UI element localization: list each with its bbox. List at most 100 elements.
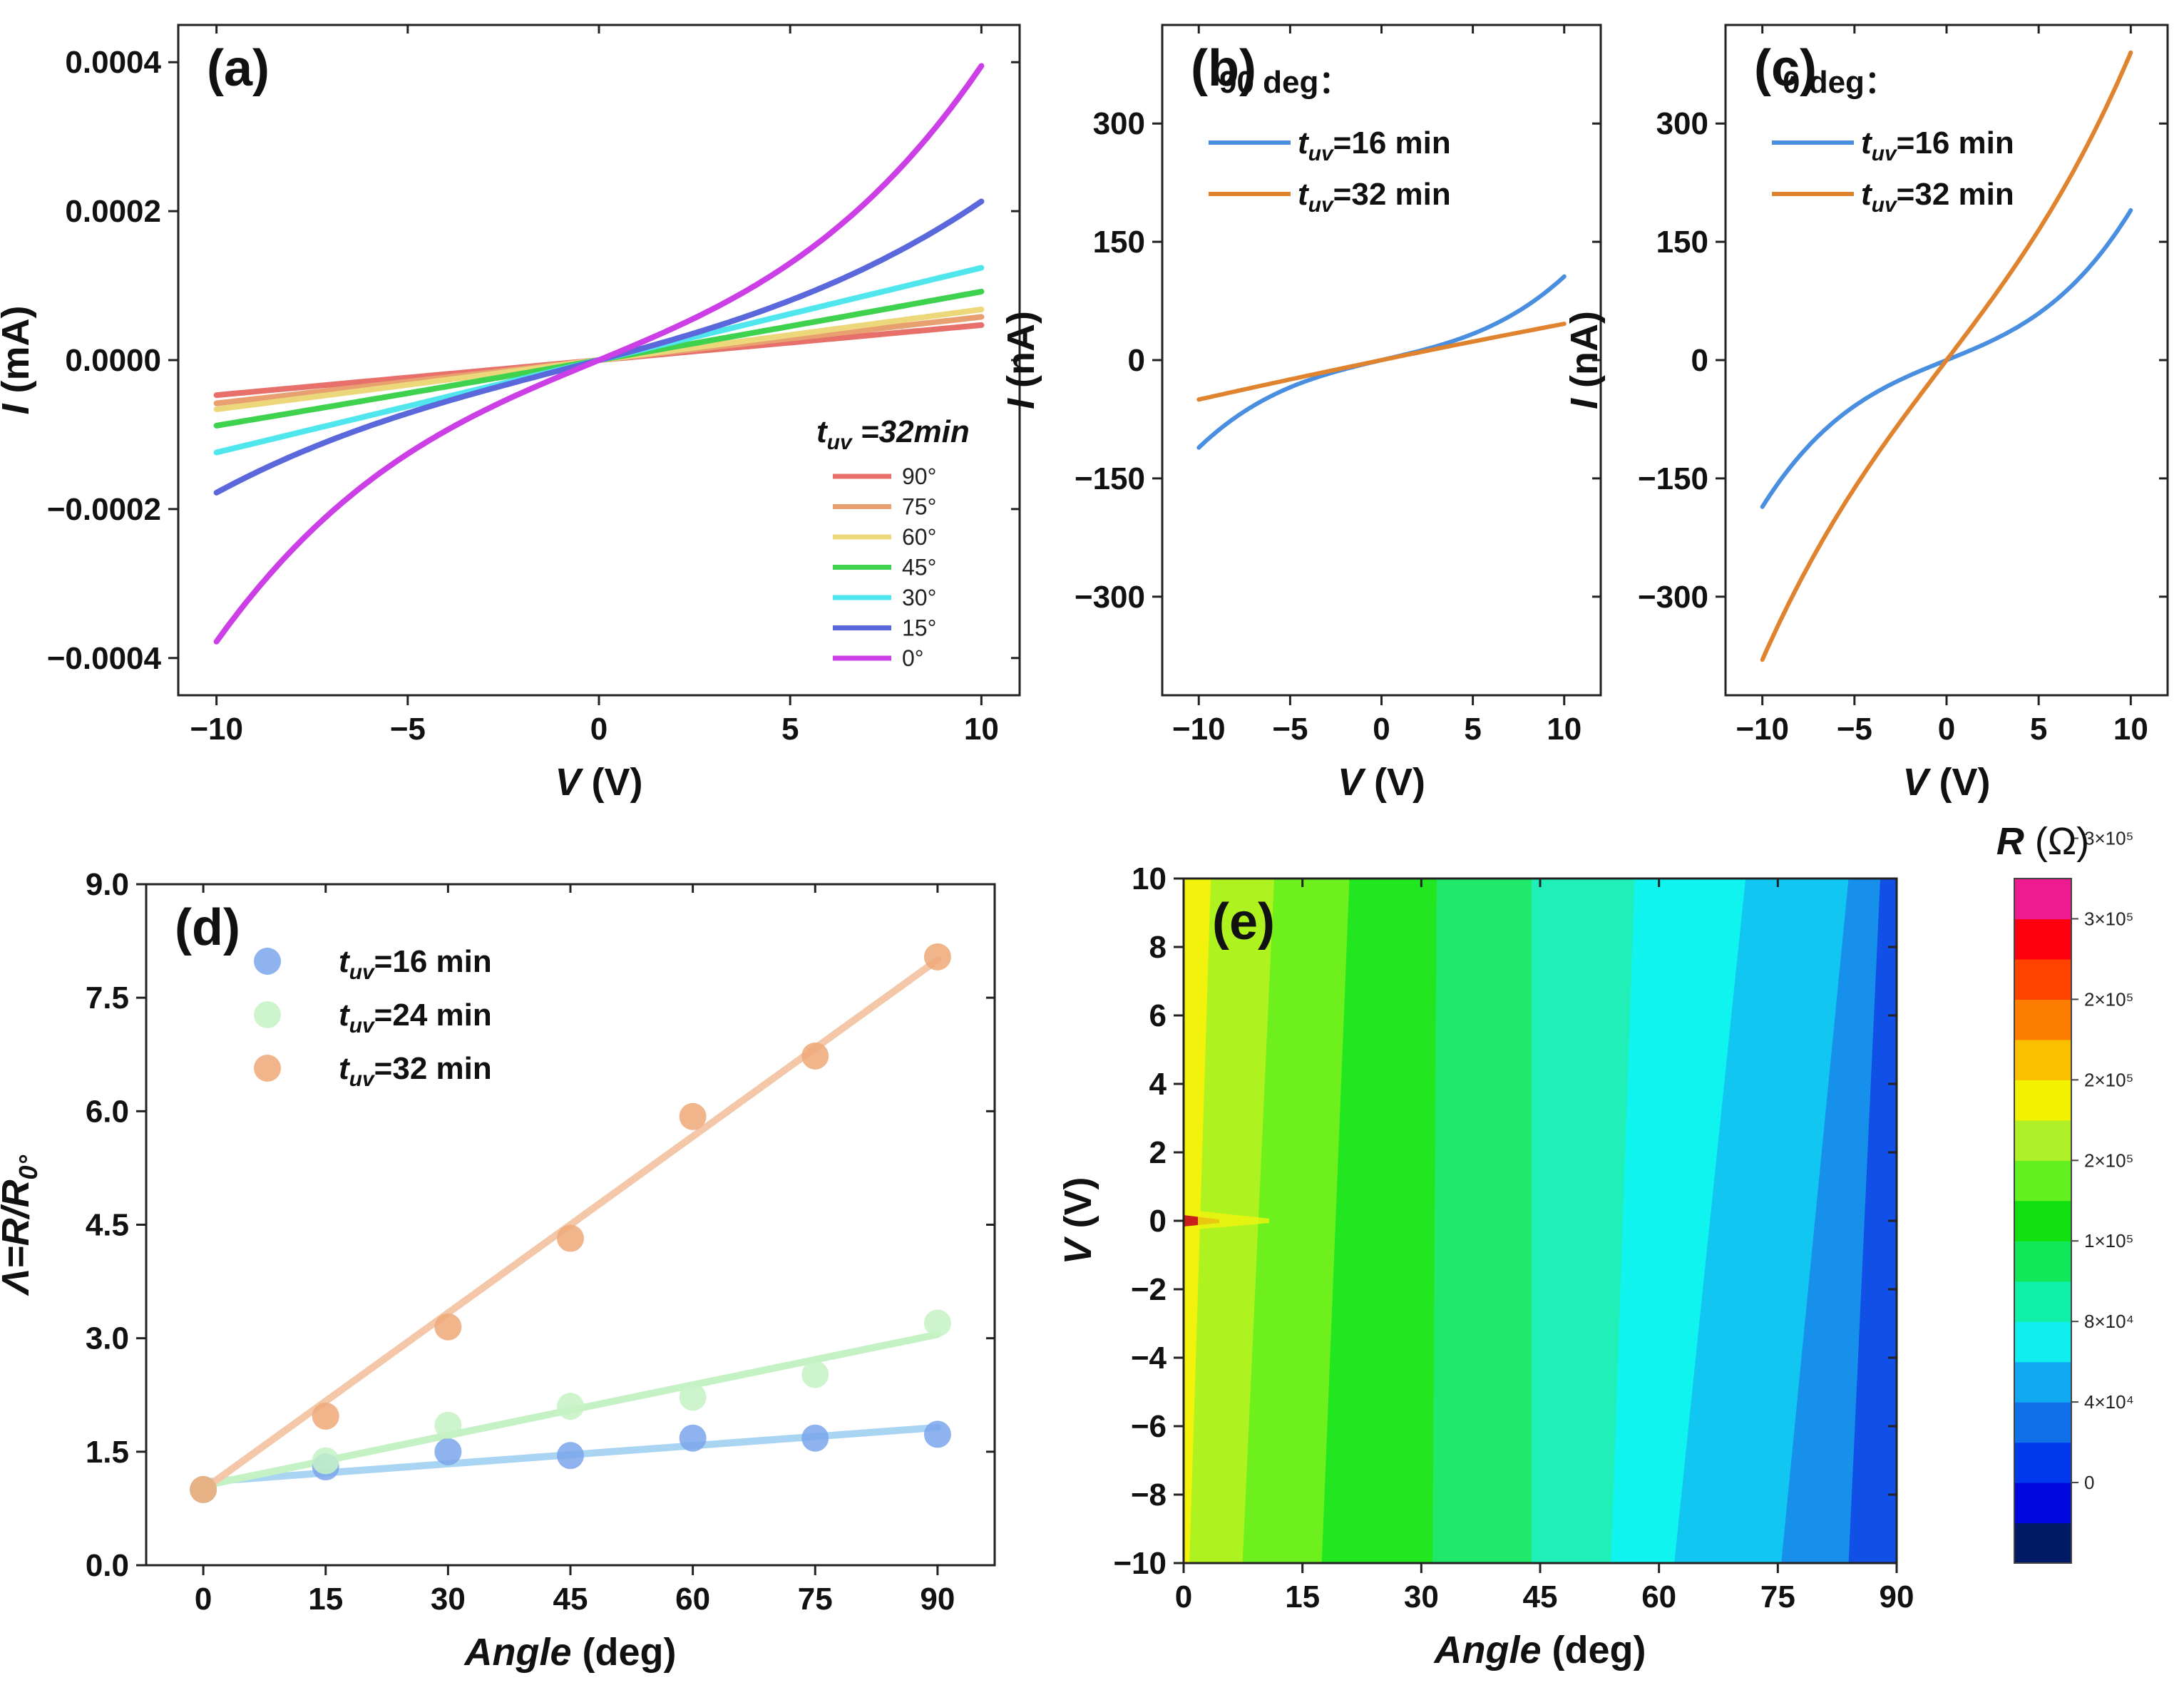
x-tick-label: 10 [2113, 712, 2148, 747]
colorbar-segment [2014, 1120, 2071, 1161]
heatmap-band [1432, 1220, 1533, 1564]
legend-item-label: tuv=32 min [1298, 177, 1451, 217]
colorbar: 0 4×10⁴ 8×10⁴ 1×10⁵ 2×10⁵ 2×10⁵ 2×10⁵ 3×10⁵ 3×10… [1996, 820, 2134, 1564]
x-tick-label: 90 [920, 1582, 955, 1617]
data-point[interactable] [557, 1442, 584, 1470]
x-tick-label: −5 [1272, 712, 1308, 747]
x-axis-label-unit: (deg) [1542, 1629, 1646, 1671]
data-point[interactable] [190, 1475, 217, 1503]
y-tick-label: 150 [1656, 225, 1708, 260]
data-point[interactable] [801, 1361, 829, 1388]
y-axis-label-var: I [1000, 398, 1042, 409]
legend-item-label: 60° [902, 524, 936, 550]
legend-item-rest: =32 min [374, 1051, 492, 1086]
legend-item-sub: uv [1872, 142, 1898, 165]
y-tick-label: −8 [1131, 1478, 1167, 1512]
data-point[interactable] [312, 1402, 339, 1430]
x-tick-label: 5 [781, 712, 799, 747]
y-tick-label: −300 [1638, 580, 1708, 615]
x-axis-label: V (V) [1902, 761, 1990, 804]
y-axis-label: V (V) [1057, 1177, 1099, 1264]
legend-item-label: 0° [902, 645, 924, 671]
data-point[interactable] [679, 1424, 707, 1452]
legend-marker [254, 1055, 281, 1082]
legend-item-sub: uv [349, 961, 376, 984]
x-tick-label: 10 [964, 712, 999, 747]
data-point[interactable] [923, 1420, 951, 1448]
y-tick-label: 6 [1149, 998, 1167, 1033]
colorbar-segment [2014, 999, 2071, 1040]
y-tick-label: 0 [1691, 343, 1708, 378]
legend-item-label: tuv=16 min [1861, 126, 2014, 165]
data-point[interactable] [923, 1309, 951, 1337]
y-axis-label-unit: (nA) [1000, 311, 1042, 399]
colorbar-segment [2014, 958, 2071, 1000]
legend-item-label: 75° [902, 494, 936, 520]
legend-item-label: 45° [902, 555, 936, 580]
y-tick-label: 7.5 [86, 980, 129, 1015]
colorbar-title: R (Ω) [1996, 820, 2089, 863]
legend-item-t: t [1298, 177, 1310, 212]
legend-a: tuv =32min 90° 75° 60° 45° 30° 15° 0° [816, 414, 970, 671]
y-axis-label-sub: 0° [14, 1154, 43, 1179]
colorbar-segment [2014, 1160, 2071, 1202]
data-point[interactable] [801, 1424, 829, 1452]
legend-item-t: t [1861, 126, 1873, 160]
series-line[interactable] [213, 63, 985, 645]
colorbar-tick-label: 0 [2084, 1472, 2094, 1493]
data-point[interactable] [679, 1102, 707, 1130]
y-tick-label: 0.0000 [65, 343, 161, 378]
panel-label: (a) [207, 40, 270, 97]
series-line[interactable] [1196, 322, 1567, 402]
y-axis-label: Λ=R/R0° [0, 1154, 43, 1296]
heatmap-band [1435, 878, 1533, 1222]
y-tick-label: −0.0004 [47, 641, 162, 676]
data-point[interactable] [679, 1383, 707, 1411]
colorbar-tick-label: 8×10⁴ [2084, 1311, 2134, 1332]
x-tick-label: 60 [1641, 1579, 1676, 1614]
legend-item-label: tuv=16 min [339, 944, 492, 984]
colorbar-segment [2014, 1200, 2071, 1241]
data-point[interactable] [923, 943, 951, 971]
panel-a: −10 −5 0 5 10 −0.0004 −0.0002 0.0000 0.0002 0.000… [0, 24, 1021, 804]
series-line[interactable] [1760, 50, 2133, 662]
heatmap-band [1532, 1220, 1624, 1564]
y-axis-label-unit: (nA) [1563, 311, 1606, 399]
x-axis-label-var: V [1902, 761, 1931, 804]
colorbar-title-var: R [1996, 820, 2024, 863]
colorbar-segment [2014, 1402, 2071, 1443]
x-tick-label: 60 [675, 1582, 710, 1617]
data-point[interactable] [434, 1438, 462, 1465]
y-tick-label: −150 [1075, 461, 1145, 496]
x-tick-label: 30 [431, 1582, 466, 1617]
data-point[interactable] [312, 1447, 339, 1475]
data-point[interactable] [434, 1313, 462, 1341]
legend-title-t: t [816, 414, 829, 449]
legend-item-label: tuv=32 min [339, 1051, 492, 1091]
y-tick-label: −2 [1131, 1272, 1167, 1307]
colorbar-segment [2014, 1039, 2071, 1080]
y-tick-label: 4 [1149, 1067, 1167, 1102]
legend-title: tuv =32min [816, 414, 970, 454]
x-tick-label: 75 [798, 1582, 833, 1617]
x-tick-label: 5 [2030, 712, 2047, 747]
data-point[interactable] [557, 1224, 584, 1252]
data-point[interactable] [434, 1411, 462, 1439]
x-axis-label-unit: (V) [1929, 761, 1991, 804]
y-axis-label-unit: (V) [1057, 1177, 1099, 1239]
y-axis-label-var: I [1563, 398, 1606, 409]
y-axis-label-var: I [0, 404, 37, 415]
legend-item-rest: =32 min [1897, 177, 2014, 212]
x-tick-label: −10 [190, 712, 243, 747]
x-tick-label: −10 [1172, 712, 1226, 747]
colorbar-tick-label: 2×10⁵ [2084, 1149, 2133, 1171]
colorbar-tick-label: 4×10⁴ [2084, 1391, 2134, 1413]
x-tick-label: 30 [1404, 1579, 1439, 1614]
colorbar-segment [2014, 1080, 2071, 1121]
y-tick-label: 0 [1128, 343, 1145, 378]
data-point[interactable] [557, 1393, 584, 1420]
data-point[interactable] [801, 1042, 829, 1070]
